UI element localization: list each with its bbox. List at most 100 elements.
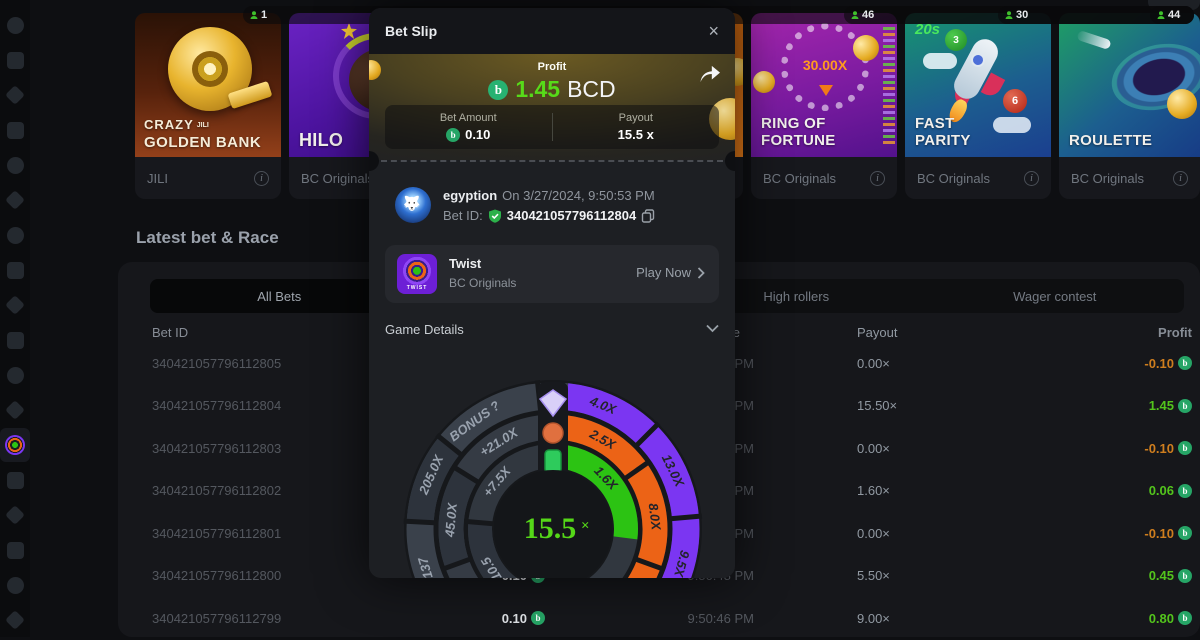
profit-banner: Profit b 1.45 BCD Bet Amount b 0.10 Payou… bbox=[369, 54, 735, 160]
game-card-ring-of-fortune[interactable]: 30.00X RING OF FORTUNE bbox=[751, 13, 897, 157]
vertical-divider bbox=[551, 113, 553, 141]
sidebar-item-fruit-icon[interactable] bbox=[0, 218, 30, 252]
info-icon[interactable]: i bbox=[1024, 170, 1039, 186]
game-details-toggle[interactable]: Game Details bbox=[385, 318, 719, 342]
table-row[interactable]: 340421057796112802 b PM 1.60× 0.06b bbox=[134, 470, 1192, 513]
sidebar-item-chip-icon[interactable] bbox=[0, 603, 30, 637]
orange-gem-icon bbox=[542, 422, 564, 444]
game-name: Twist bbox=[449, 256, 482, 271]
info-icon[interactable]: i bbox=[254, 170, 269, 186]
card-footer: JILI i bbox=[135, 157, 281, 199]
provider-label: JILI bbox=[147, 170, 168, 186]
wheel-arc bbox=[558, 444, 638, 540]
current-multiplier: 15.5 bbox=[524, 512, 577, 545]
sidebar-item-robot-icon[interactable] bbox=[0, 393, 30, 427]
game-card-crazy-golden-bank[interactable]: CRAZY JILI GOLDEN BANK bbox=[135, 13, 281, 157]
fruit-icon bbox=[6, 226, 24, 244]
chevron-right-icon bbox=[697, 266, 705, 279]
sidebar-item-slots-icon[interactable] bbox=[0, 78, 30, 112]
play-now-button[interactable]: Play Now bbox=[636, 265, 705, 280]
person-icon bbox=[851, 11, 859, 19]
sidebar-item-crash-icon[interactable] bbox=[0, 183, 30, 217]
rocket-icon bbox=[6, 16, 24, 34]
coin-icon: b bbox=[1178, 398, 1192, 413]
username[interactable]: egyption bbox=[443, 188, 498, 203]
info-icon[interactable]: i bbox=[870, 170, 885, 186]
wheel-arc bbox=[565, 383, 700, 578]
sidebar-item-dice-icon[interactable] bbox=[0, 43, 30, 77]
provider-label: BC Originals bbox=[917, 170, 990, 186]
card-title: FAST PARITY bbox=[915, 115, 971, 149]
table-row[interactable]: 340421057796112803 b PM 0.00× -0.10b bbox=[134, 427, 1192, 470]
avatar[interactable] bbox=[395, 187, 431, 223]
duration-tag: 20s bbox=[915, 21, 941, 38]
card-title: CRAZY JILI GOLDEN BANK bbox=[144, 117, 262, 151]
ticket-notch bbox=[725, 151, 735, 171]
ball-3-art: 3 bbox=[945, 29, 967, 51]
sidebar-item-target-icon[interactable] bbox=[0, 533, 30, 567]
sidebar-item-spy-icon[interactable] bbox=[0, 323, 30, 357]
wheel-segment-label: 9.5X bbox=[671, 549, 693, 578]
sports-icon bbox=[6, 121, 24, 139]
share-icon[interactable] bbox=[699, 64, 721, 84]
gold-coin-art bbox=[1167, 89, 1197, 119]
provider-label: BC Originals bbox=[1071, 170, 1144, 186]
wheel-arc bbox=[562, 415, 668, 578]
tab-all-bets[interactable]: All Bets bbox=[150, 279, 409, 313]
user-info-row: egyption On 3/27/2024, 9:50:53 PM Bet ID:… bbox=[395, 178, 719, 232]
sidebar-item-moon-icon[interactable] bbox=[0, 498, 30, 532]
diamond-gem-icon bbox=[538, 389, 568, 418]
person-icon bbox=[250, 11, 258, 19]
game-card-roulette[interactable]: ROULETTE bbox=[1059, 13, 1200, 157]
bet-timestamp: On 3/27/2024, 9:50:53 PM bbox=[502, 188, 655, 203]
table-row[interactable]: 340421057796112801 b PM 0.00× -0.10b bbox=[134, 512, 1192, 555]
fortune-ring-art bbox=[781, 23, 869, 111]
target-icon bbox=[6, 541, 24, 559]
pointer-art bbox=[819, 85, 833, 96]
wheel-segment-label: 137 bbox=[415, 555, 436, 578]
provider-label: BC Originals bbox=[763, 170, 836, 186]
wheel-segment-label: 45.0X bbox=[442, 501, 460, 538]
star-icon bbox=[341, 23, 357, 39]
card-title: ROULETTE bbox=[1069, 132, 1153, 149]
hat-icon bbox=[5, 295, 25, 315]
profit-currency: BCD bbox=[567, 76, 616, 102]
profit-value: 1.45 bbox=[515, 76, 561, 102]
card-footer: BC Originals i bbox=[905, 157, 1051, 199]
game-card-fast-parity[interactable]: 20s 3 6 FAST PARITY bbox=[905, 13, 1051, 157]
game-link-row[interactable]: TWIST Twist BC Originals Play Now bbox=[385, 245, 719, 303]
close-icon[interactable]: × bbox=[708, 21, 719, 41]
sidebar-item-fishing-icon[interactable] bbox=[0, 253, 30, 287]
table-row[interactable]: 340421057796112805 b PM 0.00× -0.10b bbox=[134, 342, 1192, 385]
crash-icon bbox=[5, 190, 25, 210]
multiplier-suffix: × bbox=[581, 518, 590, 534]
chevron-down-icon bbox=[706, 324, 719, 333]
game-provider: BC Originals bbox=[449, 276, 517, 290]
moon-icon bbox=[5, 505, 25, 525]
sidebar-item-mascot-icon[interactable] bbox=[0, 568, 30, 602]
stack-icon bbox=[6, 366, 24, 384]
info-icon[interactable]: i bbox=[1173, 170, 1188, 186]
multiplier-label: 30.00X bbox=[802, 57, 848, 73]
sidebar-item-stack-icon[interactable] bbox=[0, 358, 30, 392]
coin-icon: b bbox=[531, 611, 545, 626]
profit-label: Profit bbox=[537, 61, 567, 73]
players-badge: 30 bbox=[998, 6, 1194, 24]
sidebar-item-twist-icon-active[interactable] bbox=[0, 428, 30, 462]
sidebar-item-craps-icon[interactable] bbox=[0, 463, 30, 497]
table-row[interactable]: 340421057796112804 b PM 15.50× 1.45b bbox=[134, 385, 1192, 428]
payout-block: Payout 15.5 x bbox=[617, 112, 654, 142]
sidebar-item-hat-icon[interactable] bbox=[0, 288, 30, 322]
sidebar-item-sports-icon[interactable] bbox=[0, 113, 30, 147]
sidebar-item-lucky-seven-icon[interactable] bbox=[0, 148, 30, 182]
spy-icon bbox=[6, 331, 24, 349]
ticket-notch bbox=[369, 151, 379, 171]
tab-high-rollers[interactable]: High rollers bbox=[763, 288, 830, 304]
twist-game-icon: TWIST bbox=[397, 254, 437, 294]
person-icon bbox=[1005, 11, 1013, 19]
table-row[interactable]: 340421057796112799 0.10 b 9:50:46 PM 9.00… bbox=[134, 597, 1192, 640]
sidebar-item-rocket-icon[interactable] bbox=[0, 8, 30, 42]
copy-icon[interactable] bbox=[641, 208, 655, 223]
tab-wager-contest[interactable]: Wager contest bbox=[1013, 288, 1097, 304]
coin-icon: b bbox=[1178, 568, 1192, 583]
